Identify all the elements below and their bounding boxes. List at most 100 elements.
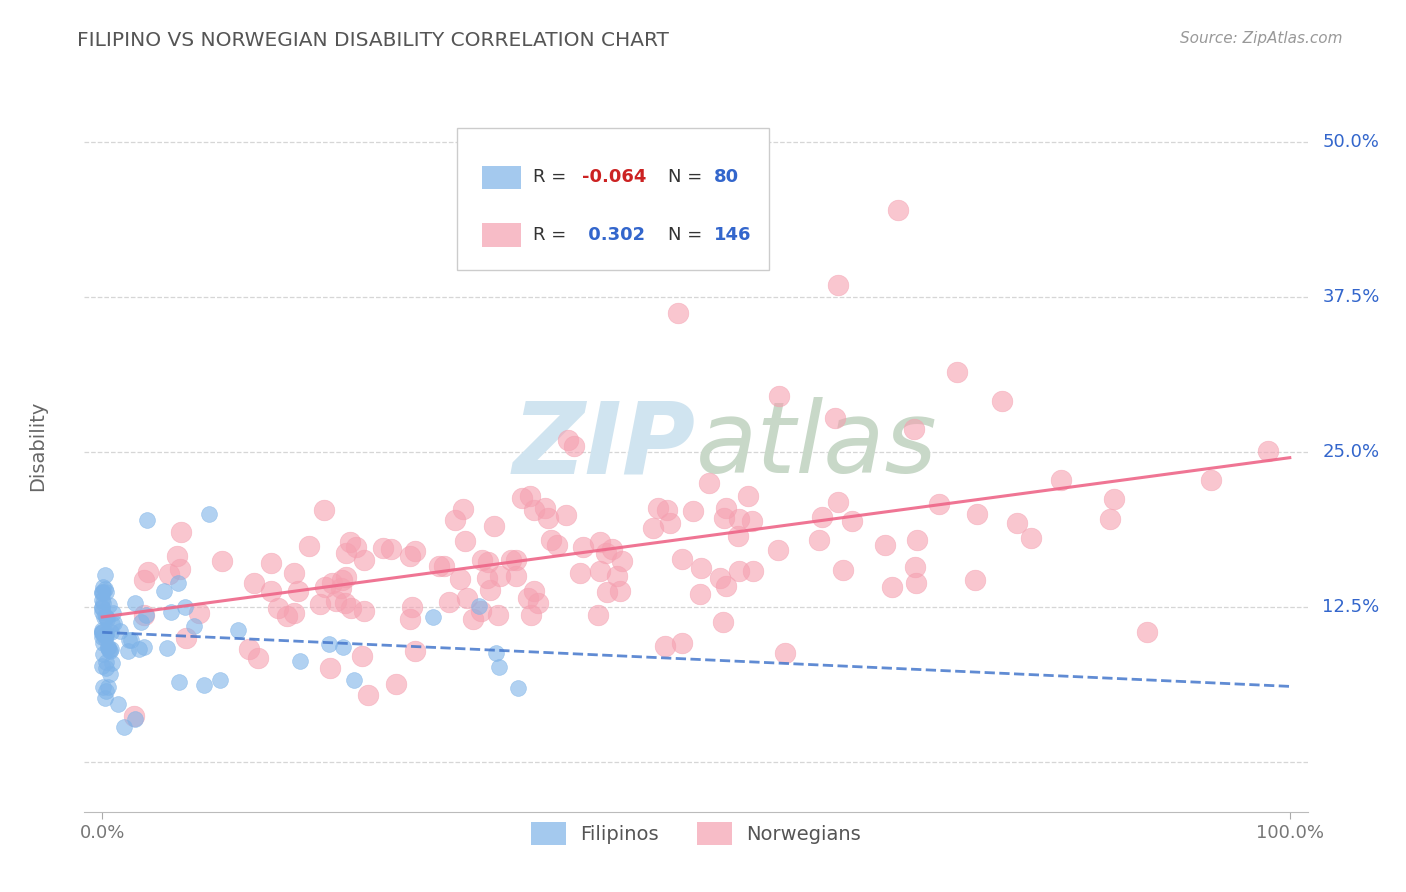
Point (333, 596, 356, 610)
Point (439, 594, 461, 608)
Point (152, 584, 174, 599)
Point (666, 306, 689, 320)
Point (100, 641, 122, 656)
Point (699, 476, 721, 491)
Point (520, 607, 543, 622)
Point (811, 509, 834, 524)
Point (174, 632, 197, 646)
Point (609, 584, 631, 599)
Point (827, 495, 849, 509)
Point (91, 596, 114, 610)
Point (873, 538, 896, 552)
Point (671, 636, 693, 650)
Point (475, 571, 498, 585)
Point (654, 639, 676, 653)
Point (117, 633, 139, 648)
Point (266, 601, 288, 615)
Point (94, 582, 117, 596)
Point (451, 501, 474, 516)
Point (831, 563, 853, 577)
Point (287, 584, 309, 599)
Point (398, 612, 420, 626)
Point (401, 599, 423, 614)
Point (342, 673, 364, 687)
Point (246, 651, 269, 665)
Point (773, 646, 796, 660)
Point (112, 720, 135, 734)
Legend: Filipinos, Norwegians: Filipinos, Norwegians (523, 814, 869, 854)
Point (1005, 516, 1028, 530)
Point (117, 644, 139, 658)
Point (737, 489, 759, 503)
Text: N =: N = (668, 226, 707, 244)
Point (318, 661, 340, 675)
Point (122, 709, 145, 723)
Point (526, 596, 548, 610)
Point (905, 575, 928, 590)
Point (589, 534, 612, 549)
Point (129, 615, 152, 629)
Point (966, 507, 988, 521)
Point (449, 572, 471, 586)
Point (716, 500, 738, 515)
Point (321, 576, 343, 591)
Point (385, 676, 408, 690)
Point (1050, 473, 1073, 487)
Point (488, 660, 510, 674)
Point (98, 666, 121, 681)
Point (339, 535, 361, 549)
Point (1257, 444, 1279, 458)
Point (330, 573, 353, 587)
Point (98, 598, 121, 612)
Point (887, 203, 910, 218)
Text: R =: R = (533, 226, 572, 244)
Point (505, 553, 527, 567)
Point (103, 615, 125, 630)
Point (157, 567, 180, 582)
Point (371, 541, 394, 556)
Point (827, 277, 849, 292)
Point (499, 553, 522, 567)
Point (94, 625, 117, 640)
Point (713, 511, 735, 525)
Point (510, 491, 533, 506)
Point (572, 541, 595, 555)
Text: atlas: atlas (696, 398, 938, 494)
Point (91, 585, 114, 599)
Point (93, 680, 115, 694)
Point (91, 586, 114, 600)
Point (290, 653, 312, 667)
Point (557, 434, 579, 448)
Point (329, 581, 352, 595)
Point (517, 591, 540, 605)
Point (709, 571, 731, 585)
Point (97, 640, 120, 654)
Point (484, 518, 506, 533)
Point (91, 593, 114, 607)
Point (96, 661, 118, 675)
Point (404, 543, 426, 558)
Text: -0.064: -0.064 (582, 169, 647, 186)
Text: 0.302: 0.302 (582, 226, 645, 244)
Point (671, 551, 693, 566)
Point (655, 503, 678, 517)
Point (332, 640, 354, 655)
Point (93, 628, 115, 642)
Point (134, 574, 156, 588)
Point (169, 561, 191, 575)
Point (94, 628, 117, 642)
Point (91, 585, 114, 599)
Point (728, 511, 751, 525)
Point (132, 640, 155, 654)
Point (260, 556, 283, 570)
Point (522, 503, 544, 517)
Point (477, 555, 499, 569)
Point (1136, 624, 1159, 639)
Point (96, 684, 118, 698)
FancyBboxPatch shape (482, 166, 522, 189)
Point (93, 631, 115, 645)
Point (91, 636, 114, 650)
Point (742, 564, 765, 578)
Point (340, 600, 363, 615)
Point (91, 625, 114, 640)
